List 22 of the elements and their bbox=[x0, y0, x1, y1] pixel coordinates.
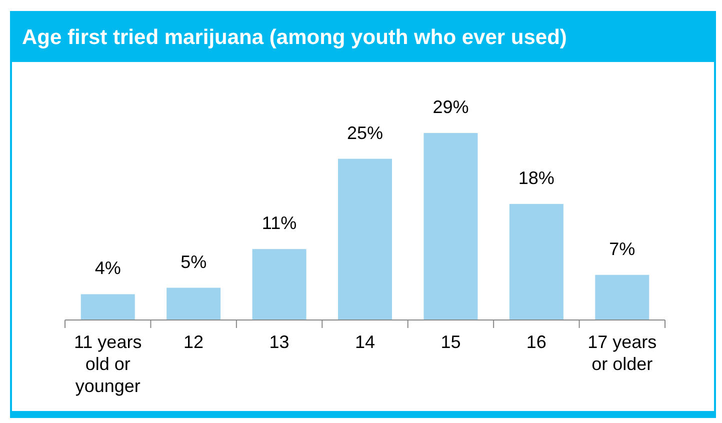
data-label: 5% bbox=[180, 252, 207, 272]
x-tick-label: 15 bbox=[440, 332, 461, 352]
data-label: 18% bbox=[518, 168, 554, 188]
x-tick-label: 17 years or older bbox=[588, 332, 657, 374]
x-tick-label: 11 years old or younger bbox=[74, 332, 142, 396]
data-label: 29% bbox=[432, 97, 469, 117]
bar bbox=[166, 288, 221, 320]
data-label: 11% bbox=[262, 213, 297, 234]
bar bbox=[80, 294, 135, 320]
bar bbox=[595, 274, 650, 320]
x-tick-label: 12 bbox=[184, 332, 204, 352]
bar bbox=[338, 158, 392, 320]
data-label: 25% bbox=[346, 122, 384, 143]
data-label: 4% bbox=[94, 258, 121, 278]
x-tick-label: 16 bbox=[526, 332, 546, 352]
bar bbox=[509, 204, 564, 320]
bar bbox=[424, 133, 478, 320]
bar bbox=[252, 249, 306, 320]
data-label: 7% bbox=[609, 238, 636, 259]
x-tick-label: 13 bbox=[269, 332, 290, 352]
x-tick-label: 14 bbox=[354, 332, 376, 352]
chart-title: Age first tried marijuana (among youth who ever used) bbox=[22, 26, 567, 49]
